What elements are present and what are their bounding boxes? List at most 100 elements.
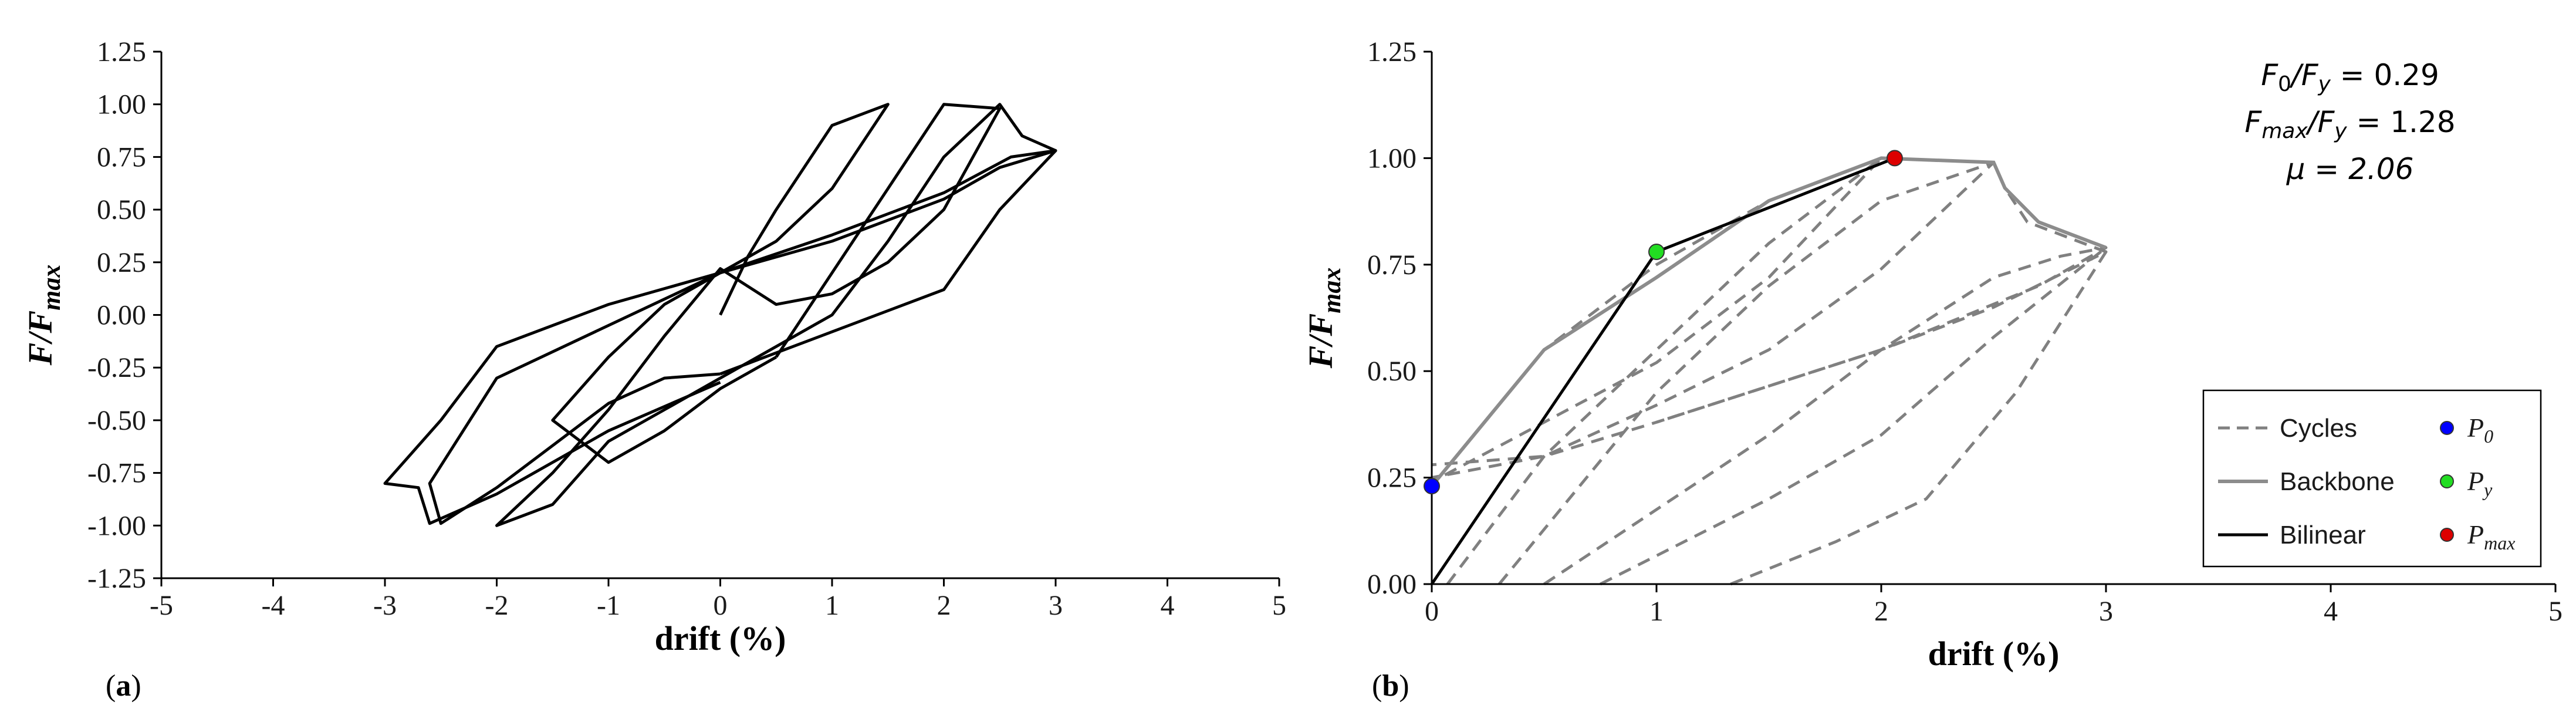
chart-b-cycle-4 [1543,246,2108,586]
chart-b-y-tick-label: 0.25 [1367,463,1417,494]
chart-b-legend: Cycles Backbone Bilinear P0 Py Pmax [2202,389,2542,568]
chart-a-panel-label: (a) [106,669,141,703]
ann1-sub2: y [2317,72,2331,96]
chart-a-y-tick-label: 1.25 [97,36,146,68]
chart-a-x-tick-label: -2 [485,590,509,621]
chart-a-loop-4 [383,149,1057,525]
legend-bilinear-label: Bilinear [2280,521,2366,549]
chart-a-y-axis-label-main: F/F [21,311,59,366]
chart-b-panel-letter: b [1382,669,1399,703]
legend-pmax-sub: max [2484,532,2515,554]
annotation-mu: μ = 2.06 [2286,152,2414,186]
chart-a: -1.25 -1.00 -0.75 -0.50 -0.25 0.00 0.25 0.50 0.7… [21,36,1286,703]
legend-cycles-label: Cycles [2280,414,2357,443]
ann2-sub2: y [2334,119,2347,143]
ann1-post: = 0.29 [2331,58,2439,92]
chart-b-bilinear-line [1430,157,1895,585]
legend-backbone-label: Backbone [2280,467,2395,496]
chart-a-x-tick-label: 1 [825,590,839,621]
legend-py-label: Py [2467,466,2493,500]
chart-b-y-ticks: 0.00 0.25 0.50 0.75 1.00 1.25 [1367,36,1432,600]
chart-b-y-axis-label-main: F/F [1301,313,1340,369]
chart-a-y-axis-label: F/Fmax [21,265,66,366]
chart-b-cycle-3 [1431,161,2108,585]
chart-b-x-tick-label: 1 [1649,596,1664,627]
chart-a-hysteresis-loops [383,103,1057,527]
ann2-post: = 1.28 [2347,105,2456,139]
chart-b-y-tick-label: 0.00 [1367,569,1417,600]
ann1-pre: F [2261,58,2278,92]
chart-b-y-tick-label: 0.75 [1367,249,1417,281]
legend-p0-label: P0 [2467,413,2493,447]
chart-a-y-tick-label: -0.25 [87,352,146,383]
legend-box [2202,389,2542,568]
chart-a-y-tick-label: -0.75 [87,458,146,489]
chart-a-panel-letter: a [116,669,131,703]
chart-b-cycle-2 [1431,156,1995,585]
chart-b-x-ticks: 0 1 2 3 4 5 [1425,584,2563,627]
annotation-fmax-fy: Fmax/Fy = 1.28 [2244,105,2455,143]
chart-a-y-tick-label: 0.75 [97,141,146,173]
chart-a-x-tick-label: 5 [1272,590,1286,621]
legend-p0-sub: 0 [2484,426,2493,447]
chart-a-y-tick-label: -1.25 [87,563,146,594]
chart-b-y-axis-label: F/Fmax [1301,268,1346,369]
chart-b-annotations: F0/Fy = 0.29 Fmax/Fy = 1.28 μ = 2.06 [2244,58,2455,186]
chart-a-y-tick-label: 0.00 [97,300,146,331]
chart-b-y-axis-label-sub: max [1317,268,1346,313]
legend-py-main: P [2467,466,2484,496]
chart-a-y-tick-label: 0.50 [97,194,146,225]
chart-a-y-tick-label: 0.25 [97,247,146,278]
chart-a-y-ticks: -1.25 -1.00 -0.75 -0.50 -0.25 0.00 0.25 0.50 0.7… [87,36,161,594]
legend-pmax-swatch [2440,528,2454,542]
chart-b: 0.00 0.25 0.50 0.75 1.00 1.25 0 1 2 3 4 5 drift (%… [1301,36,2563,703]
chart-b-y-tick-label: 0.50 [1367,356,1417,387]
chart-a-loop-2 [495,103,1002,527]
chart-a-x-tick-label: -1 [597,590,620,621]
legend-py-swatch [2440,474,2454,488]
chart-b-point-p0 [1424,478,1440,495]
chart-b-x-tick-label: 3 [2099,596,2113,627]
chart-a-y-tick-label: -1.00 [87,510,146,541]
chart-a-x-axis-label: drift (%) [655,619,786,657]
chart-a-loop-3 [428,103,1057,525]
chart-a-y-tick-label: -0.50 [87,405,146,436]
ann2-sub: max [2261,119,2308,143]
legend-pmax-label: Pmax [2467,520,2515,554]
chart-b-x-tick-label: 0 [1425,596,1439,627]
chart-b-cycles [1431,156,2108,586]
legend-p0-main: P [2467,413,2484,443]
chart-a-x-ticks: -5 -4 -3 -2 -1 0 1 2 3 4 5 [150,578,1286,621]
annotation-f0-fy: F0/Fy = 0.29 [2261,58,2439,96]
chart-b-y-tick-label: 1.25 [1367,36,1417,68]
chart-a-x-tick-label: -4 [262,590,285,621]
chart-b-x-tick-label: 2 [1874,596,1888,627]
chart-a-x-tick-label: -3 [373,590,397,621]
ann1-sub: 0 [2278,72,2291,96]
chart-b-x-axis-label: drift (%) [1928,635,2060,673]
chart-a-x-tick-label: 4 [1161,590,1175,621]
chart-a-x-tick-label: 3 [1049,590,1063,621]
chart-a-x-tick-label: 0 [714,590,728,621]
chart-b-point-pmax [1886,150,1903,167]
legend-py-sub: y [2482,479,2493,500]
ann2-mid: /F [2305,105,2335,139]
chart-b-panel-label: (b) [1372,669,1409,703]
chart-b-x-tick-label: 4 [2324,596,2338,627]
chart-b-backbone-line [1430,156,2107,488]
chart-a-y-axis-label-sub: max [37,265,66,311]
chart-b-x-tick-label: 5 [2548,596,2563,627]
chart-b-point-py [1648,244,1665,261]
chart-a-x-tick-label: 2 [937,590,951,621]
chart-b-cycle-6 [1730,251,2108,586]
ann1-mid: /F [2289,58,2319,92]
chart-a-y-tick-label: 1.00 [97,89,146,120]
legend-p0-swatch [2440,421,2454,435]
legend-pmax-main: P [2467,520,2484,549]
chart-b-y-tick-label: 1.00 [1367,143,1417,174]
chart-b-cycle-5 [1600,246,2107,586]
ann2-pre: F [2244,105,2262,139]
chart-a-x-tick-label: -5 [150,590,173,621]
chart-b-cycle-1 [1431,156,1883,487]
